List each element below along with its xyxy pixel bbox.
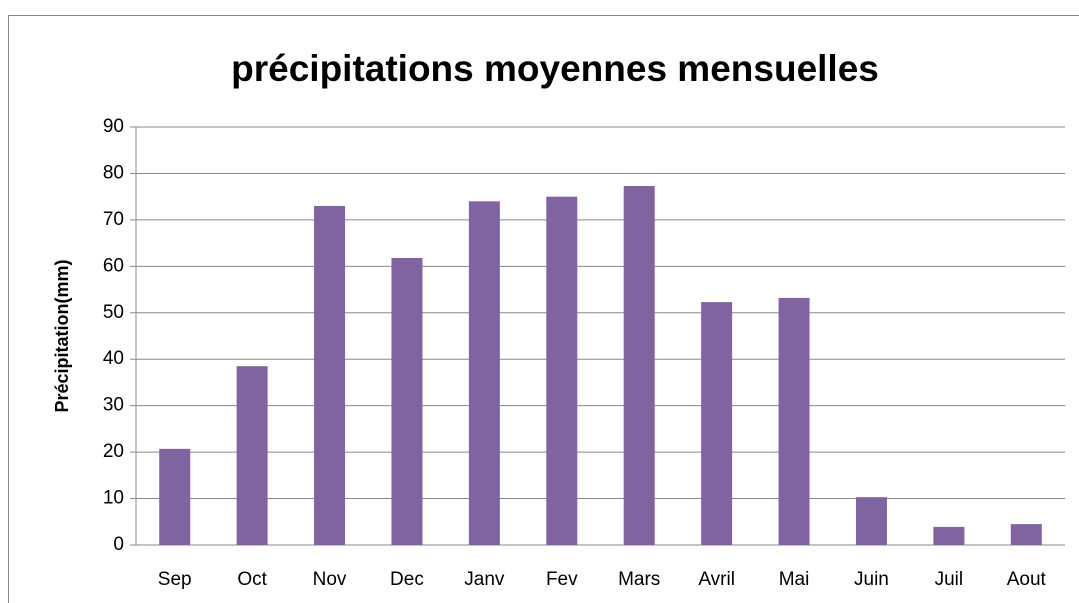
bar	[855, 497, 887, 545]
x-tick-label: Mars	[618, 569, 660, 590]
y-tick-label: 50	[103, 302, 124, 323]
x-tick-label: Aout	[1007, 569, 1047, 590]
bar	[391, 257, 423, 545]
x-tick-label: Mai	[779, 569, 810, 590]
y-tick-label: 0	[113, 534, 124, 555]
bar	[623, 185, 655, 546]
x-tick-label: Nov	[313, 569, 347, 590]
y-tick-label: 60	[103, 255, 124, 276]
x-tick-label: Sep	[158, 569, 192, 590]
bar	[159, 448, 191, 545]
chart-title: précipitations moyennes mensuelles	[231, 48, 879, 89]
y-tick-label: 20	[103, 441, 124, 462]
bar	[701, 302, 733, 545]
bar	[546, 196, 578, 545]
x-tick-label: Oct	[237, 569, 267, 590]
y-tick-label: 40	[103, 348, 124, 369]
x-tick-label: Juin	[854, 569, 889, 590]
x-tick-label: Fev	[546, 569, 578, 590]
y-axis-label: Précipitation(mm)	[52, 259, 72, 412]
bar	[933, 526, 965, 545]
y-tick-label: 70	[103, 209, 124, 230]
bar	[778, 297, 810, 545]
x-tick-label: Avril	[698, 569, 735, 590]
bar	[314, 205, 346, 545]
bar	[1010, 524, 1042, 545]
bar	[468, 201, 500, 546]
y-tick-label: 10	[103, 488, 124, 509]
y-tick-label: 80	[103, 162, 124, 183]
bar	[236, 366, 268, 545]
x-tick-label: Juil	[935, 569, 964, 590]
x-tick-label: Janv	[464, 569, 505, 590]
y-tick-label: 90	[103, 116, 124, 137]
x-tick-label: Dec	[390, 569, 424, 590]
y-tick-label: 30	[103, 395, 124, 416]
